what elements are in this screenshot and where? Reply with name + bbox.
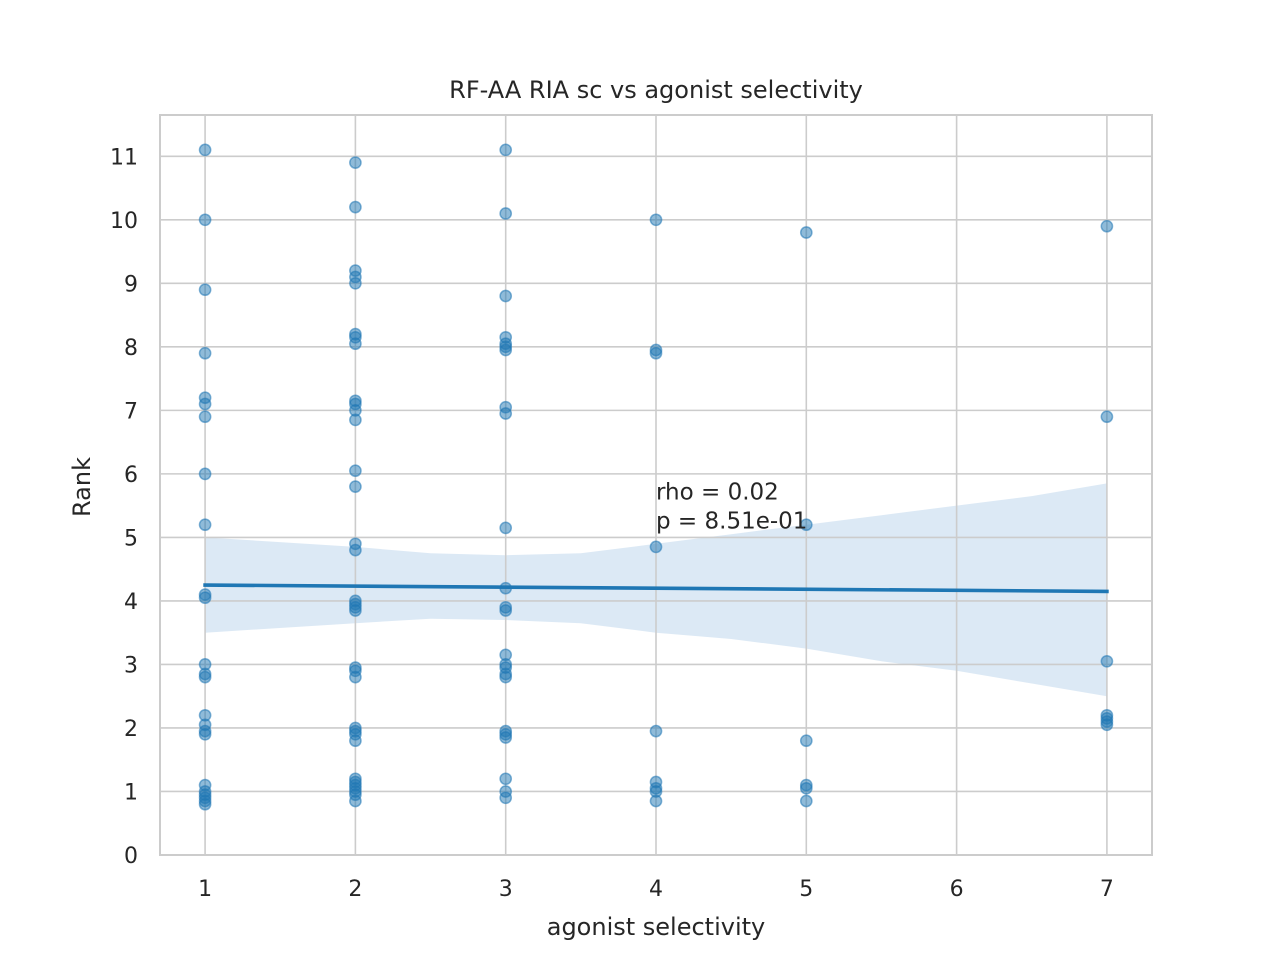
data-point	[349, 794, 362, 808]
annotation-rho: rho = 0.02	[656, 479, 779, 505]
y-tick-label: 0	[124, 844, 138, 869]
data-point	[799, 794, 813, 808]
x-tick-label: 6	[950, 877, 964, 902]
data-point	[1100, 654, 1114, 668]
data-point	[499, 407, 513, 420]
x-axis-label: agonist selectivity	[547, 913, 766, 941]
y-tick-label: 3	[124, 653, 138, 678]
x-tick-label: 7	[1100, 877, 1114, 902]
y-tick-label: 2	[124, 717, 138, 742]
regression-line-layer	[203, 583, 1109, 594]
data-point	[499, 791, 513, 805]
data-point	[499, 772, 513, 786]
y-tick-label: 1	[124, 780, 138, 805]
y-tick-label: 8	[124, 336, 138, 361]
data-point	[349, 734, 362, 748]
data-point	[198, 797, 212, 811]
data-point	[499, 731, 513, 744]
correlation-annotation: rho = 0.02 p = 8.51e-01	[656, 479, 807, 534]
data-point	[1100, 410, 1114, 424]
x-tick-label: 2	[348, 877, 362, 902]
data-point	[198, 727, 212, 741]
data-point	[499, 604, 513, 617]
x-tick-label: 4	[649, 877, 663, 902]
y-axis-label: Rank	[68, 457, 96, 517]
data-point	[198, 283, 212, 297]
data-point	[349, 200, 362, 214]
data-point	[649, 213, 663, 227]
data-point	[349, 156, 362, 169]
regression-line	[203, 583, 1109, 594]
y-tick-label: 4	[124, 590, 138, 615]
data-point	[198, 410, 212, 424]
data-point	[349, 480, 362, 493]
data-point	[349, 543, 362, 557]
data-point	[198, 213, 212, 227]
data-point	[349, 276, 362, 290]
data-point	[198, 518, 212, 532]
data-point	[799, 226, 813, 239]
y-tick-label: 9	[124, 272, 138, 297]
data-point	[198, 143, 212, 157]
x-tick-label: 1	[198, 877, 212, 902]
data-point	[499, 207, 513, 220]
data-point	[499, 521, 513, 535]
data-point	[499, 670, 513, 684]
data-point	[198, 591, 212, 605]
data-point	[198, 397, 212, 411]
y-tick-label: 10	[110, 209, 138, 234]
data-point	[349, 670, 362, 684]
points-layer	[198, 143, 1114, 811]
x-tick-label: 5	[799, 877, 813, 902]
y-tick-label: 7	[124, 399, 138, 424]
data-point	[198, 670, 212, 684]
data-point	[799, 518, 813, 532]
data-point	[198, 346, 212, 360]
data-point	[649, 346, 663, 360]
tick-label-layer: 1 2 3 4 5 6 7 0 1 2 3 4 5 6 7 8 9 10 11	[110, 145, 1114, 902]
data-point	[649, 724, 663, 738]
data-point	[499, 143, 513, 157]
data-point	[349, 464, 362, 478]
data-point	[799, 781, 813, 795]
data-point	[799, 734, 813, 748]
data-point	[1100, 718, 1114, 732]
y-tick-label: 5	[124, 526, 138, 551]
chart-title: RF-AA RIA sc vs agonist selectivity	[449, 76, 863, 104]
data-point	[499, 343, 513, 357]
plot-frame	[159, 114, 1153, 856]
data-point	[349, 604, 362, 617]
data-point	[649, 794, 663, 808]
data-point	[499, 289, 513, 303]
data-point	[198, 467, 212, 481]
data-point	[1100, 219, 1114, 233]
y-tick-label: 6	[124, 463, 138, 488]
data-point	[349, 413, 362, 427]
data-point	[349, 337, 362, 351]
x-tick-label: 3	[499, 877, 513, 902]
y-tick-label: 11	[110, 145, 138, 170]
annotation-p-value: p = 8.51e-01	[656, 508, 807, 534]
data-point	[649, 540, 663, 554]
